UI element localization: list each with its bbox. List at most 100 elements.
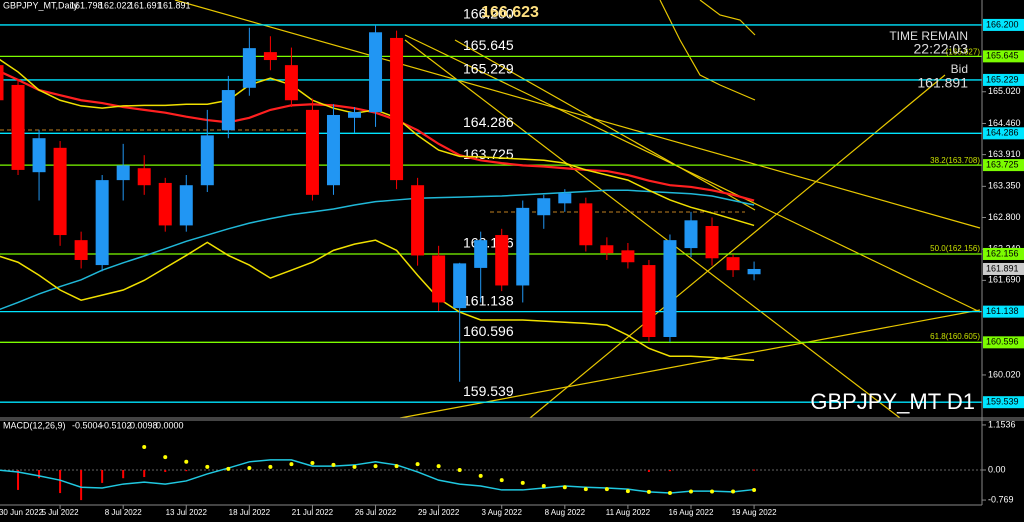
x-tick-label: 18 Jul 2022 xyxy=(229,508,271,517)
ohlc-close: 161.891 xyxy=(158,0,191,10)
axis-badge-label: 166.200 xyxy=(986,19,1019,29)
axis-badge xyxy=(983,159,1024,172)
signal-dot xyxy=(667,491,672,496)
axis-badge-label: 160.596 xyxy=(986,337,1019,347)
signal-dot xyxy=(541,484,546,489)
level-label: 165.229 xyxy=(463,61,514,77)
signal-dot xyxy=(499,478,504,483)
signal-dot xyxy=(184,459,189,464)
x-tick-label: 19 Aug 2022 xyxy=(732,508,777,517)
ohlc-open: 161.798 xyxy=(70,0,103,10)
signal-dot xyxy=(688,489,693,494)
candle-body xyxy=(453,263,467,309)
ohlc-low: 161.691 xyxy=(129,0,162,10)
trend-line xyxy=(404,34,981,313)
x-tick-label: 16 Aug 2022 xyxy=(669,508,714,517)
candle-body xyxy=(579,203,593,246)
signal-dot xyxy=(520,480,525,485)
candle-body xyxy=(369,32,383,113)
candle-body xyxy=(474,240,488,268)
axis-badge xyxy=(983,73,1024,86)
candle-body xyxy=(495,235,509,286)
peak-price: 166.623 xyxy=(481,4,539,21)
signal-dot xyxy=(604,487,609,492)
axis-badge xyxy=(983,18,1024,31)
signal-dot xyxy=(625,489,630,494)
trend-line xyxy=(699,0,756,36)
ohlc-high: 162.022 xyxy=(99,0,132,10)
axis-badge-label: 165.229 xyxy=(986,74,1019,84)
histogram-bar xyxy=(185,470,188,472)
trend-lines xyxy=(0,0,981,419)
candle-body xyxy=(516,207,530,286)
signal-dot xyxy=(394,464,399,469)
y-tick-label: 161.690 xyxy=(988,275,1021,285)
signal-dot xyxy=(289,462,294,467)
candle-body xyxy=(32,138,46,173)
fib-label: (165.627) xyxy=(946,47,981,56)
candle-body xyxy=(263,52,277,61)
signal-dot xyxy=(310,460,315,465)
candle-body xyxy=(179,185,193,226)
candle-body xyxy=(326,114,340,186)
candle-body xyxy=(74,240,88,260)
macd-value: -0.5004 xyxy=(72,420,103,430)
y-tick-label: 162.800 xyxy=(988,212,1021,222)
signal-dot xyxy=(205,464,210,469)
signal-dot xyxy=(478,473,483,478)
signal-dot xyxy=(331,462,336,467)
histogram-bar xyxy=(122,470,125,479)
signal-dot xyxy=(142,444,147,449)
x-tick-label: 21 Jul 2022 xyxy=(292,508,334,517)
x-tick-label: 8 Aug 2022 xyxy=(545,508,586,517)
candle-body xyxy=(684,220,698,249)
level-label: 166.200 xyxy=(463,6,514,22)
histogram-bar xyxy=(80,470,83,501)
axis-badge-label: 164.286 xyxy=(986,128,1019,138)
candle-body xyxy=(726,257,740,271)
extra-value: 0.0000 xyxy=(156,420,184,430)
candle-body xyxy=(432,255,446,303)
candle-body xyxy=(11,84,25,170)
signal-dot xyxy=(373,464,378,469)
candle-body xyxy=(621,250,635,263)
axis-badge-label: 161.138 xyxy=(986,306,1019,316)
candle-body xyxy=(53,147,67,236)
candle-body xyxy=(747,268,761,275)
candle-body xyxy=(95,180,109,266)
y-tick-label: -0.769 xyxy=(988,494,1014,504)
candle-body xyxy=(221,90,235,131)
signal-value: -0.5102 xyxy=(101,420,132,430)
signal-dot xyxy=(163,455,168,460)
watermark: GBPJPY_MT D1 xyxy=(810,389,975,414)
axis-badge xyxy=(983,305,1024,318)
fib-label: 50.0(162.156) xyxy=(930,244,980,253)
level-label: 159.539 xyxy=(463,383,514,399)
histogram-bar xyxy=(59,470,62,494)
signal-dot xyxy=(247,466,252,471)
level-label: 160.596 xyxy=(463,323,514,339)
histogram-bar xyxy=(753,469,756,471)
candle-body xyxy=(411,185,425,256)
level-label: 164.286 xyxy=(463,114,514,130)
candle-body xyxy=(284,65,298,101)
bid-value: 161.891 xyxy=(917,75,968,91)
trend-line xyxy=(404,39,901,419)
x-tick-label: 8 Jul 2022 xyxy=(105,508,142,517)
histogram-bar xyxy=(668,470,671,472)
y-tick-label: 164.460 xyxy=(988,118,1021,128)
hist-value: 0.0098 xyxy=(130,420,158,430)
x-tick-label: 26 Jul 2022 xyxy=(355,508,397,517)
signal-dot xyxy=(352,464,357,469)
histogram-bar xyxy=(17,470,20,490)
x-tick-label: 30 Jun 2022 xyxy=(0,508,44,517)
trend-line xyxy=(399,309,981,419)
y-tick-label: 160.020 xyxy=(988,369,1021,379)
axis-badge xyxy=(983,247,1024,260)
candle-body xyxy=(537,198,551,216)
histogram-bar xyxy=(164,470,167,472)
axis-badge xyxy=(983,396,1024,409)
candle-body xyxy=(642,265,656,338)
